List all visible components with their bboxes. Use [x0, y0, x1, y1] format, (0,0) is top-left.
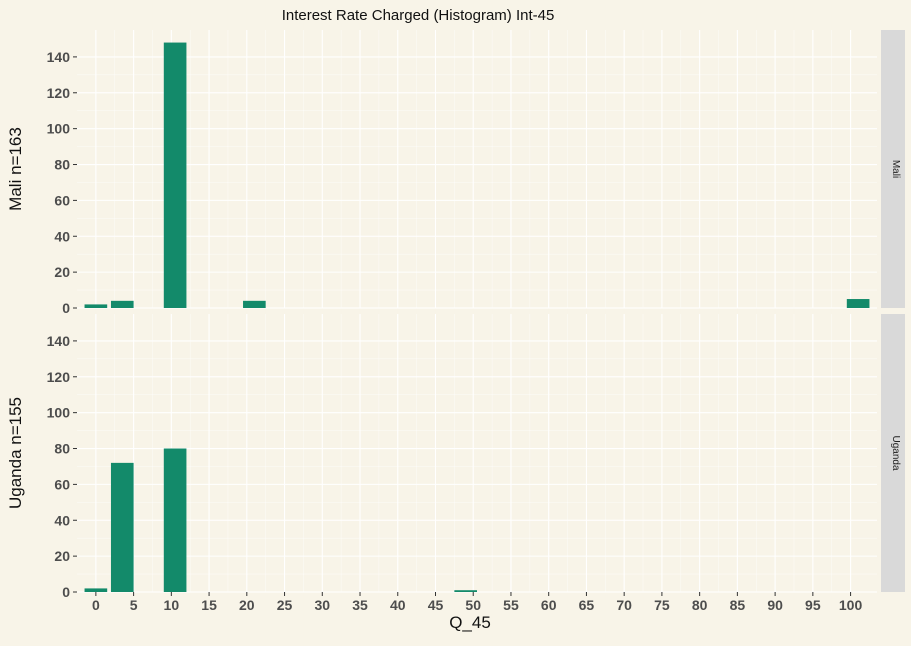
y-tick-label: 0 [62, 584, 70, 600]
y-tick-label: 140 [47, 49, 71, 65]
y-tick-label: 20 [54, 264, 70, 280]
x-tick-label: 90 [767, 597, 783, 613]
y-tick-label: 100 [47, 121, 71, 137]
x-tick-label: 0 [92, 597, 100, 613]
x-tick-label: 60 [541, 597, 557, 613]
y-axis-title: Mali n=163 [6, 127, 25, 211]
y-tick-label: 120 [47, 369, 71, 385]
bar-mali [84, 304, 108, 308]
y-tick-label: 100 [47, 405, 71, 421]
y-tick-label: 60 [54, 192, 70, 208]
y-tick-label: 40 [54, 512, 70, 528]
panel-uganda: 0 20 40 60 80 100 120 140 Uganda n=155 Uganda [6, 314, 905, 600]
bar-uganda [110, 462, 134, 592]
facet-strip-label: Mali [890, 160, 901, 178]
y-tick-label: 80 [54, 157, 70, 173]
x-tick-label: 5 [130, 597, 138, 613]
x-tick-label: 80 [692, 597, 708, 613]
y-tick-label: 20 [54, 548, 70, 564]
bar-mali [163, 42, 187, 308]
x-tick-label: 95 [805, 597, 821, 613]
x-axis: 0 5 10 15 20 25 30 35 40 45 50 55 60 65 70 75 80 85 90 95 10… [92, 592, 863, 613]
bar-uganda [163, 448, 187, 592]
x-tick-label: 75 [654, 597, 670, 613]
x-tick-label: 40 [390, 597, 406, 613]
x-tick-label: 15 [201, 597, 217, 613]
y-tick-label: 40 [54, 228, 70, 244]
panel-mali: 0 20 40 60 80 100 120 140 Mali n=163 Mali [6, 30, 905, 316]
x-tick-label: 100 [839, 597, 863, 613]
y-axis-title: Uganda n=155 [6, 397, 25, 509]
bar-mali [110, 300, 134, 308]
chart-panels: 0 20 40 60 80 100 120 140 Mali n=163 Mali 0 20 40 60 8… [6, 30, 905, 600]
x-axis-title: Q_45 [449, 613, 491, 632]
x-tick-label: 65 [579, 597, 595, 613]
facet-strip-label: Uganda [890, 435, 901, 470]
bar-mali [243, 300, 266, 308]
bar-mali [846, 299, 870, 308]
panel-background [77, 314, 877, 592]
y-tick-label: 0 [62, 300, 70, 316]
x-tick-label: 20 [239, 597, 255, 613]
y-tick-label: 120 [47, 85, 71, 101]
x-tick-label: 55 [503, 597, 519, 613]
y-tick-label: 80 [54, 441, 70, 457]
y-tick-label: 140 [47, 333, 71, 349]
panel-background [77, 30, 877, 308]
bar-uganda [454, 590, 477, 592]
bar-uganda [84, 588, 108, 592]
x-tick-label: 25 [277, 597, 293, 613]
x-tick-label: 35 [352, 597, 368, 613]
x-tick-label: 10 [164, 597, 180, 613]
x-tick-label: 50 [465, 597, 481, 613]
x-tick-label: 85 [730, 597, 746, 613]
x-tick-label: 70 [616, 597, 632, 613]
x-tick-label: 45 [428, 597, 444, 613]
chart-title: Interest Rate Charged (Histogram) Int-45 [282, 7, 555, 24]
facet-strip [881, 30, 905, 308]
x-tick-label: 30 [314, 597, 330, 613]
y-tick-label: 60 [54, 476, 70, 492]
facet-strip [881, 314, 905, 592]
